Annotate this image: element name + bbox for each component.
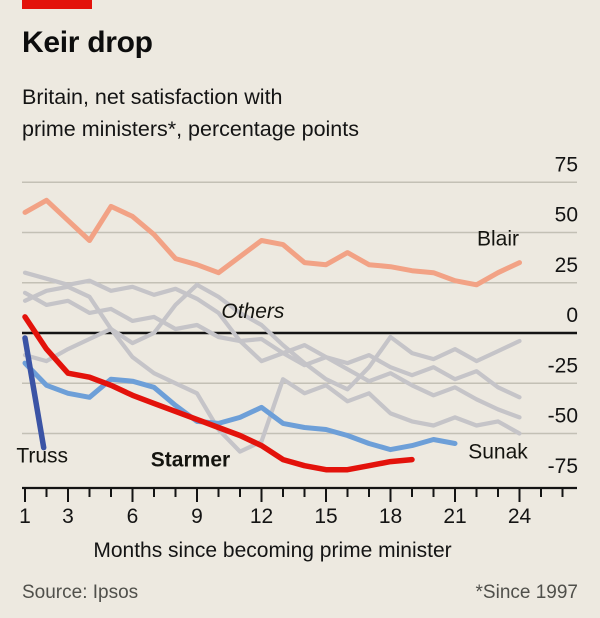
x-tick-label: 21: [443, 505, 466, 528]
footnote: *Since 1997: [475, 582, 578, 603]
annotation-blair: Blair: [477, 228, 519, 251]
series-others-2: [22, 290, 522, 400]
x-tick-label: 24: [508, 505, 532, 528]
y-tick-label: -50: [548, 405, 578, 428]
y-tick-label: 50: [555, 204, 578, 227]
series-truss: [22, 335, 47, 451]
y-tick-label: -25: [548, 354, 578, 377]
series-others-4: [22, 282, 522, 392]
annotation-sunak: Sunak: [468, 441, 528, 464]
series-sunak: [22, 360, 458, 453]
series-others-3: [22, 284, 522, 454]
source-note: Source: Ipsos: [22, 582, 139, 603]
y-tick-label: 0: [566, 304, 578, 327]
x-tick-label: 9: [191, 505, 203, 528]
x-tick-label: 6: [127, 505, 139, 528]
brand-red-tag: [22, 0, 92, 9]
series-blair: [22, 197, 522, 288]
chart-subtitle: Britain, net satisfaction with prime min…: [22, 81, 359, 145]
x-tick-label: 18: [379, 505, 402, 528]
series-starmer: [22, 314, 415, 473]
subtitle-line-2: prime ministers*, percentage points: [22, 117, 359, 141]
x-tick-label: 12: [250, 505, 273, 528]
x-tick-label: 1: [19, 505, 31, 528]
y-tick-label: 75: [555, 153, 578, 176]
annotation-truss: Truss: [16, 445, 68, 468]
annotation-others: Others: [221, 300, 285, 323]
chart-footer: Source: Ipsos *Since 1997: [22, 582, 578, 604]
y-tick-label: -75: [548, 455, 578, 478]
x-tick-label: 3: [62, 505, 74, 528]
annotation-starmer: Starmer: [151, 449, 230, 472]
series-others-1: [22, 270, 522, 420]
chart-title: Keir drop: [22, 26, 153, 59]
x-axis-title: Months since becoming prime minister: [93, 539, 452, 562]
y-tick-label: 25: [555, 254, 578, 277]
subtitle-line-1: Britain, net satisfaction with: [22, 85, 283, 109]
x-tick-label: 15: [314, 505, 337, 528]
